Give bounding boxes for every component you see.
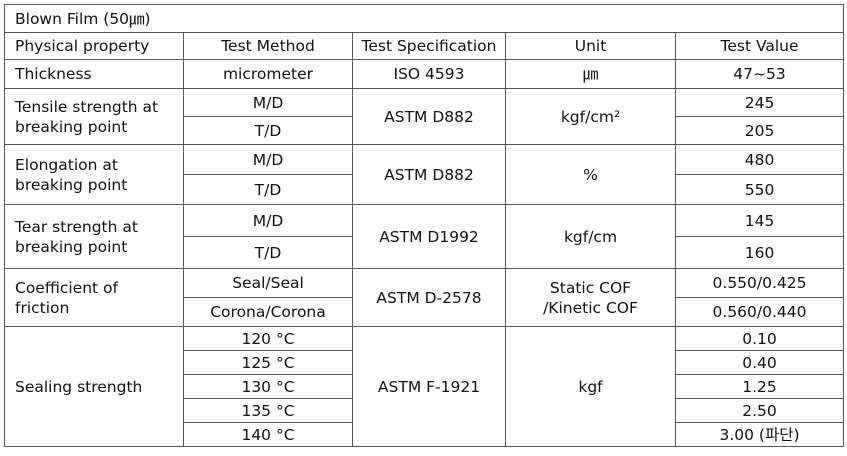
method-cell: M/D bbox=[183, 88, 353, 117]
value-cell: 145 bbox=[674, 204, 845, 237]
method-cell: 140 °C bbox=[183, 422, 353, 447]
data-row: T/D 205 bbox=[5, 116, 845, 145]
text-line: kgf/cm² bbox=[560, 107, 621, 126]
header-cell: Physical property bbox=[4, 32, 184, 60]
title-row: Blown Film (50㎛) bbox=[3, 4, 845, 33]
value-cell: 47~53 bbox=[674, 59, 845, 89]
property-cell: Elongation at breaking point bbox=[4, 144, 184, 205]
unit-cell: kgf bbox=[505, 326, 676, 447]
header-cell: Unit bbox=[505, 32, 676, 60]
unit-cell: kgf/cm bbox=[505, 204, 676, 269]
spec-cell: ISO 4593 bbox=[352, 59, 506, 89]
text-line: /Kinetic COF bbox=[543, 298, 638, 317]
data-row: 130 °C 1.25 bbox=[5, 374, 845, 399]
method-cell: Corona/Corona bbox=[183, 297, 353, 327]
header-row: Physical property Test Method Test Specifi… bbox=[4, 32, 845, 60]
data-row: Coefficient of friction Seal/Seal ASTM D-25… bbox=[4, 268, 845, 327]
text-line: % bbox=[583, 165, 598, 184]
text-line: kgf/cm bbox=[563, 227, 618, 246]
text-line: Thickness bbox=[15, 65, 92, 83]
spec-table: Blown Film (50㎛) Physical property Test Me… bbox=[3, 4, 845, 447]
data-row: T/D 550 bbox=[5, 174, 845, 205]
value-cell: 245 bbox=[674, 88, 845, 117]
method-cell: M/D bbox=[183, 144, 353, 175]
data-row: Corona/Corona 0.560/0.440 bbox=[5, 297, 845, 327]
method-cell: micrometer bbox=[183, 59, 353, 89]
value-cell: 2.50 bbox=[674, 398, 845, 423]
spec-cell: ASTM D882 bbox=[352, 144, 506, 205]
property-cell: Thickness bbox=[4, 59, 184, 89]
property-cell: Tear strength at breaking point bbox=[4, 204, 184, 269]
text-line: Coefficient of bbox=[15, 278, 118, 297]
text-line: breaking point bbox=[15, 237, 128, 256]
method-cell: 130 °C bbox=[183, 374, 353, 399]
value-cell: 0.550/0.425 bbox=[674, 268, 845, 298]
text-line: Static COF bbox=[549, 278, 632, 297]
text-line: breaking point bbox=[15, 175, 128, 194]
text-line: breaking point bbox=[15, 117, 128, 136]
text-line: Sealing strength bbox=[15, 377, 143, 396]
value-cell: 0.560/0.440 bbox=[674, 297, 845, 327]
property-cell: Tensile strength at breaking point bbox=[4, 88, 184, 145]
method-cell: 135 °C bbox=[183, 398, 353, 423]
text-line: friction bbox=[15, 298, 70, 317]
header-cell: Test Specification bbox=[352, 32, 506, 60]
method-cell: T/D bbox=[183, 116, 353, 145]
header-cell: Test Method bbox=[183, 32, 353, 60]
data-row: Tensile strength at breaking point M/D ASTM… bbox=[4, 88, 845, 145]
value-cell: 3.00 (파단) bbox=[674, 422, 845, 447]
data-row: Thickness micrometer ISO 4593 ㎛ 47~53 bbox=[4, 59, 845, 89]
text-line: Tensile strength at bbox=[15, 97, 159, 116]
data-row: Elongation at breaking point M/D ASTM D882%… bbox=[4, 144, 845, 205]
value-cell: 0.40 bbox=[674, 350, 845, 375]
data-row: 135 °C 2.50 bbox=[5, 398, 845, 423]
unit-cell: % bbox=[505, 144, 676, 205]
unit-cell: Static COF/Kinetic COF bbox=[505, 268, 676, 327]
method-cell: Seal/Seal bbox=[183, 268, 353, 298]
method-cell: 125 °C bbox=[183, 350, 353, 375]
unit-cell: ㎛ bbox=[505, 59, 676, 89]
spec-cell: ASTM F-1921 bbox=[352, 326, 506, 447]
data-row: 125 °C 0.40 bbox=[5, 350, 845, 375]
data-row: T/D 160 bbox=[5, 236, 845, 269]
value-cell: 1.25 bbox=[674, 374, 845, 399]
property-cell: Sealing strength bbox=[4, 326, 184, 447]
unit-cell: kgf/cm² bbox=[505, 88, 676, 145]
method-cell: T/D bbox=[183, 174, 353, 205]
text-line: ㎛ bbox=[582, 65, 599, 83]
text-line: kgf bbox=[578, 377, 603, 396]
property-cell: Coefficient of friction bbox=[4, 268, 184, 327]
data-row: Sealing strength 120 °C ASTM F-1921 kgf 0.10 bbox=[4, 326, 845, 447]
data-row: Tear strength at breaking point M/D ASTM D1… bbox=[4, 204, 845, 269]
text-line: Elongation at bbox=[15, 155, 118, 174]
method-cell: M/D bbox=[183, 204, 353, 237]
spec-cell: ASTM D882 bbox=[352, 88, 506, 145]
header-cell: Test Value bbox=[674, 32, 845, 60]
value-cell: 480 bbox=[674, 144, 845, 175]
value-cell: 0.10 bbox=[674, 326, 845, 351]
spec-cell: ASTM D-2578 bbox=[352, 268, 506, 327]
method-cell: T/D bbox=[183, 236, 353, 269]
value-cell: 205 bbox=[674, 116, 845, 145]
spec-cell: ASTM D1992 bbox=[352, 204, 506, 269]
value-cell: 550 bbox=[674, 174, 845, 205]
method-cell: 120 °C bbox=[183, 326, 353, 351]
text-line: Tear strength at bbox=[15, 217, 138, 236]
table-title: Blown Film (50㎛) bbox=[3, 4, 845, 33]
value-cell: 160 bbox=[674, 236, 845, 269]
data-row: 140 °C 3.00 (파단) bbox=[5, 422, 845, 447]
